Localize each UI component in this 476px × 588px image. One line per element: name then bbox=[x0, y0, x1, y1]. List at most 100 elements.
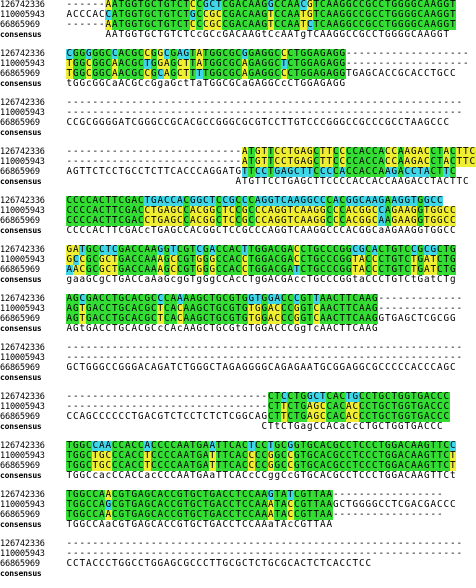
residue: G bbox=[163, 0, 170, 10]
residue: C bbox=[274, 245, 281, 255]
residue: - bbox=[384, 98, 391, 108]
residue: C bbox=[98, 196, 105, 206]
residue: G bbox=[261, 69, 268, 79]
residue: C bbox=[196, 490, 203, 500]
residue: C bbox=[202, 294, 209, 304]
residue: G bbox=[300, 59, 307, 69]
residue: G bbox=[202, 226, 209, 236]
residue: - bbox=[404, 549, 411, 559]
residue: G bbox=[209, 500, 216, 510]
residue: C bbox=[241, 500, 248, 510]
residue: T bbox=[183, 0, 190, 10]
residue: - bbox=[436, 490, 443, 500]
residue: T bbox=[300, 471, 307, 481]
residue: G bbox=[248, 69, 255, 79]
residue: G bbox=[436, 20, 443, 30]
residue: - bbox=[274, 549, 281, 559]
residue: G bbox=[384, 441, 391, 451]
residue: C bbox=[170, 441, 177, 451]
residue: T bbox=[313, 0, 320, 10]
residue: C bbox=[222, 510, 229, 520]
residue: - bbox=[391, 98, 398, 108]
residue: G bbox=[196, 304, 203, 314]
residue: - bbox=[417, 108, 424, 118]
residue: C bbox=[365, 167, 372, 177]
residue: C bbox=[404, 471, 411, 481]
residue: T bbox=[352, 255, 359, 265]
residue: T bbox=[222, 461, 229, 471]
residue: C bbox=[176, 363, 183, 373]
residue: T bbox=[306, 510, 313, 520]
residue: T bbox=[410, 196, 417, 206]
residue: T bbox=[306, 490, 313, 500]
residue: - bbox=[105, 157, 112, 167]
residue: T bbox=[196, 69, 203, 79]
consensus-row: consensus TGGCcacCCACCacCCCAATGAaTTCACcCC… bbox=[0, 471, 476, 481]
residue: G bbox=[209, 490, 216, 500]
residue: T bbox=[202, 520, 209, 530]
residue: - bbox=[274, 539, 281, 549]
residue: G bbox=[183, 559, 190, 569]
residue: T bbox=[280, 59, 287, 69]
sequence-residues: TGGCGGCAACGCCGCAGCTTTTGGCGCAGAGGCCCTGGAG… bbox=[66, 69, 456, 82]
residue: C bbox=[345, 147, 352, 157]
residue: C bbox=[280, 314, 287, 324]
sequence-name: consensus bbox=[0, 30, 42, 39]
residue: A bbox=[176, 441, 183, 451]
residue: - bbox=[332, 510, 339, 520]
residue: - bbox=[105, 392, 112, 402]
residue: C bbox=[371, 206, 378, 216]
residue: C bbox=[417, 500, 424, 510]
residue: A bbox=[423, 392, 430, 402]
residue: A bbox=[423, 0, 430, 10]
residue: - bbox=[456, 108, 463, 118]
residue: - bbox=[215, 343, 222, 353]
residue: C bbox=[287, 324, 294, 334]
residue: G bbox=[189, 510, 196, 520]
residue: C bbox=[449, 147, 456, 157]
residue: C bbox=[157, 471, 164, 481]
consensus-row: consensus tGGcGGCaACGCcGgaGctTaTGGCGCaGAG… bbox=[0, 79, 476, 89]
residue: T bbox=[326, 147, 333, 157]
residue: G bbox=[391, 0, 398, 10]
residue: C bbox=[111, 461, 118, 471]
sequence-name: consensus bbox=[0, 275, 42, 284]
residue: G bbox=[280, 559, 287, 569]
residue: G bbox=[371, 500, 378, 510]
residue: G bbox=[397, 196, 404, 206]
residue: - bbox=[72, 392, 79, 402]
residue: T bbox=[274, 490, 281, 500]
residue: - bbox=[79, 108, 86, 118]
residue: - bbox=[365, 108, 372, 118]
residue: - bbox=[248, 353, 255, 363]
residue: G bbox=[241, 324, 248, 334]
residue: - bbox=[443, 304, 450, 314]
residue: T bbox=[352, 441, 359, 451]
residue: C bbox=[189, 0, 196, 10]
residue: C bbox=[280, 422, 287, 432]
residue: A bbox=[176, 196, 183, 206]
residue: C bbox=[443, 461, 450, 471]
residue: - bbox=[124, 392, 131, 402]
residue: A bbox=[228, 265, 235, 275]
residue: G bbox=[72, 451, 79, 461]
residue: - bbox=[98, 402, 105, 412]
residue: - bbox=[371, 59, 378, 69]
residue: A bbox=[287, 363, 294, 373]
residue: C bbox=[248, 520, 255, 530]
residue: G bbox=[241, 304, 248, 314]
residue: C bbox=[111, 49, 118, 59]
residue: C bbox=[254, 461, 261, 471]
residue: - bbox=[118, 157, 125, 167]
residue: - bbox=[261, 539, 268, 549]
residue: C bbox=[163, 49, 170, 59]
residue: C bbox=[241, 275, 248, 285]
residue: - bbox=[163, 157, 170, 167]
residue: T bbox=[92, 461, 99, 471]
residue: C bbox=[254, 226, 261, 236]
residue: G bbox=[202, 0, 209, 10]
residue: - bbox=[79, 343, 86, 353]
residue: C bbox=[319, 255, 326, 265]
residue: - bbox=[228, 539, 235, 549]
residue: G bbox=[417, 216, 424, 226]
